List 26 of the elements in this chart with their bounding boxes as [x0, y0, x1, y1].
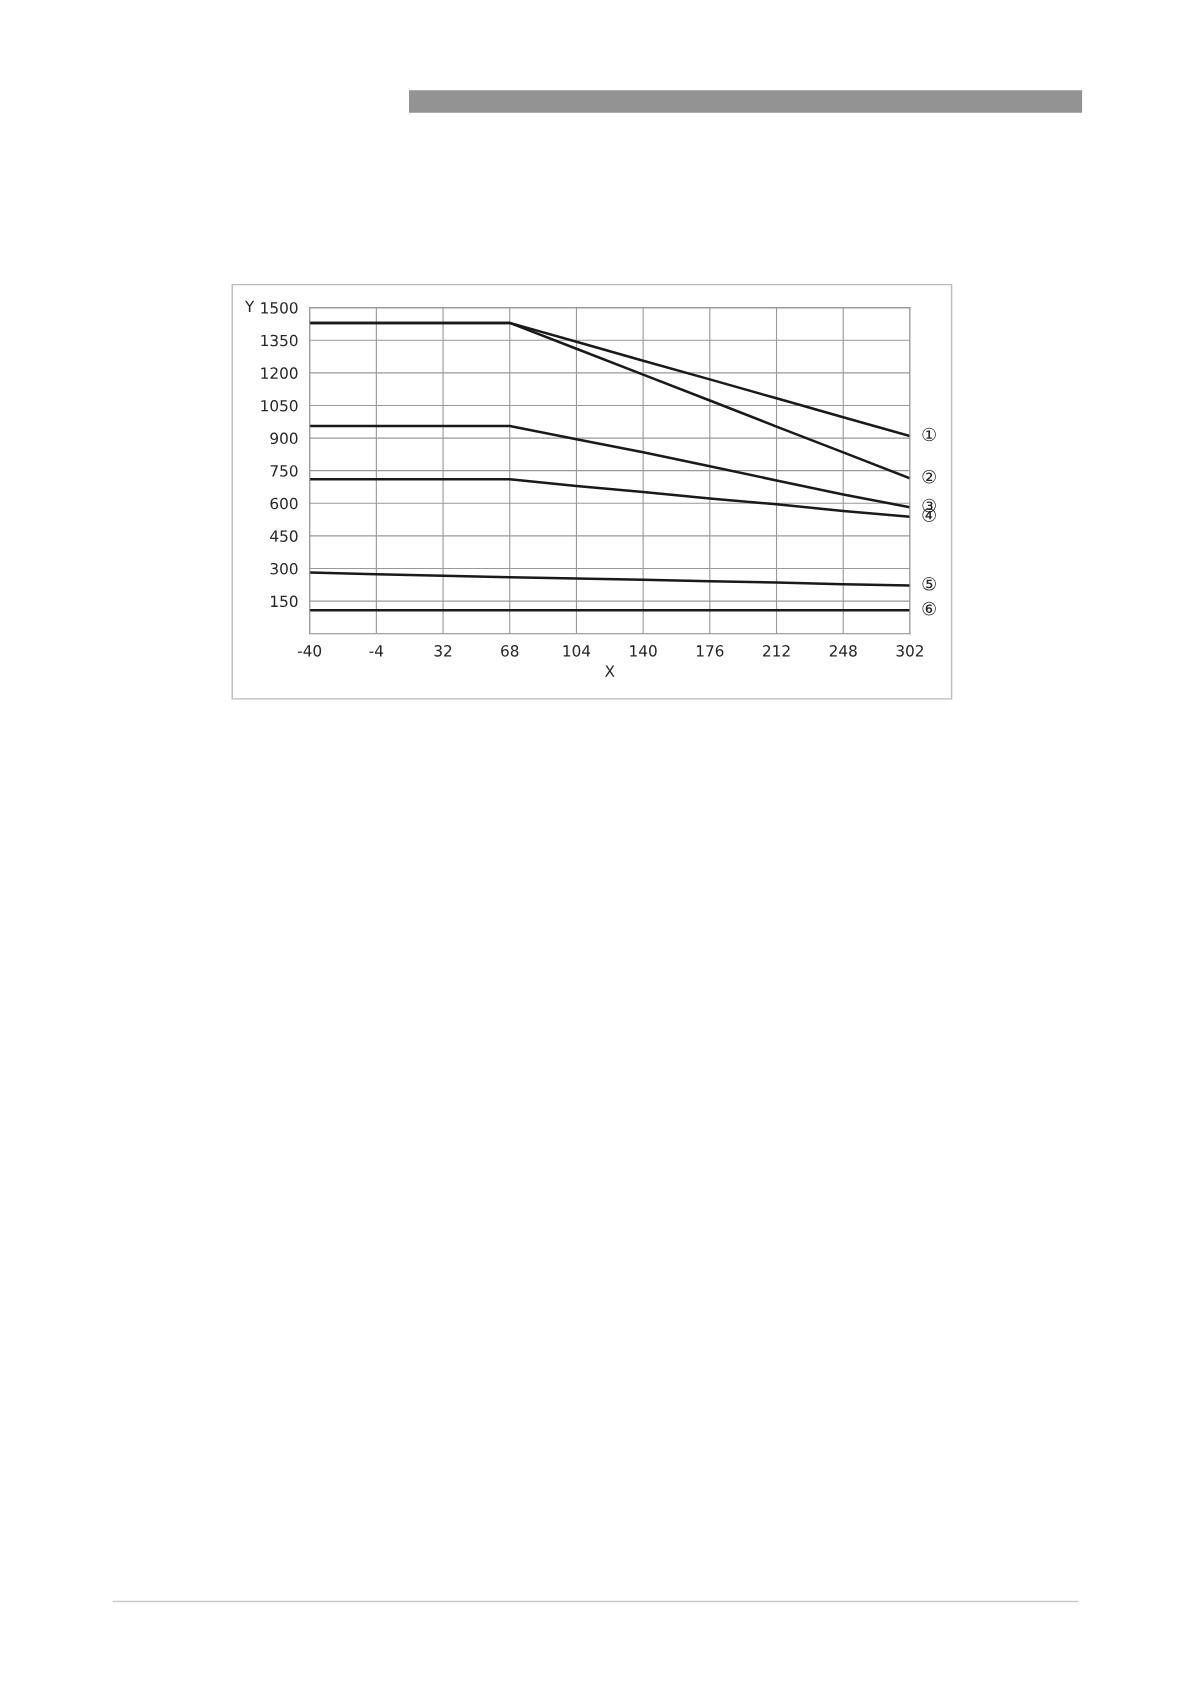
x-tick-label: 212	[763, 645, 790, 657]
x-axis-title: X	[605, 665, 615, 677]
y-tick-label: 750	[270, 465, 298, 477]
y-tick-label: 150	[271, 595, 298, 608]
x-tick-label: 32	[434, 645, 452, 657]
x-tick-label: 104	[563, 645, 591, 657]
y-tick-label: 1350	[261, 334, 298, 347]
series-label: ①	[922, 427, 936, 442]
y-tick-label: 600	[270, 497, 298, 510]
y-tick-label: 1500	[261, 302, 298, 314]
x-tick-label: 68	[501, 645, 519, 657]
y-tick-label: 1200	[261, 367, 298, 379]
x-tick-label: -4	[369, 645, 384, 657]
y-tick-label: 900	[270, 432, 298, 445]
x-tick-label: 248	[829, 645, 857, 657]
y-tick-label: 450	[270, 530, 298, 542]
x-tick-label: 140	[630, 645, 657, 657]
x-tick-label: 302	[896, 645, 923, 657]
series-label: ②	[922, 469, 936, 484]
series-label: ⑤	[922, 577, 936, 591]
x-tick-label: -40	[297, 645, 322, 657]
y-tick-label: 1050	[261, 399, 298, 412]
series-label: ⑥	[922, 601, 936, 616]
y-tick-label: 300	[270, 562, 298, 575]
y-axis-title: Y	[244, 300, 255, 312]
x-tick-label: 176	[696, 645, 724, 657]
